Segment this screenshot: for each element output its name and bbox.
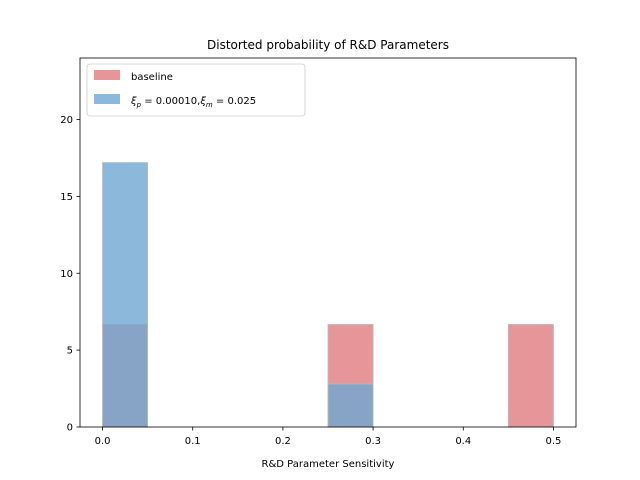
legend-xi-p-symbol: ξ [130,96,137,107]
y-tick-label: 5 [67,346,73,357]
legend-xi-p-value: = 0.00010, [141,96,200,107]
legend-xi-m-symbol: ξ [199,96,206,107]
x-tick-label: 0.5 [546,436,562,447]
legend: baseline ξp = 0.00010,ξm = 0.025 [86,63,306,117]
x-tick-label: 0.0 [95,436,111,447]
legend-swatch-distorted [94,94,120,104]
legend-xi-m-value: = 0.025 [213,96,256,107]
x-tick-label: 0.3 [365,436,381,447]
x-tick-label: 0.4 [455,436,471,447]
y-tick-label: 20 [60,115,73,126]
y-tick-label: 0 [67,423,73,434]
x-tick-label: 0.1 [185,436,201,447]
legend-label-baseline: baseline [131,72,173,83]
legend-xi-m-subscript: m [206,101,213,109]
legend-box [86,63,306,117]
bar-series-1-bin-0 [102,162,149,428]
ticks-layer: 0.0 0.1 0.2 0.3 0.4 0.5 0 5 10 15 20 [60,115,561,447]
legend-swatch-baseline [94,70,120,80]
chart-title: Distorted probability of R&D Parameters [207,38,449,52]
bar-series-0-bin-2 [507,324,554,428]
x-axis-label: R&D Parameter Sensitivity [262,459,395,470]
x-tick-label: 0.2 [275,436,291,447]
y-tick-label: 15 [60,192,73,203]
bars-layer [102,162,554,428]
legend-xi-p-subscript: p [136,101,142,109]
bar-series-1-bin-1 [327,383,374,428]
legend-label-distorted: ξp = 0.00010,ξm = 0.025 [130,96,256,109]
plot-frame [79,57,577,428]
y-tick-label: 10 [60,269,73,280]
